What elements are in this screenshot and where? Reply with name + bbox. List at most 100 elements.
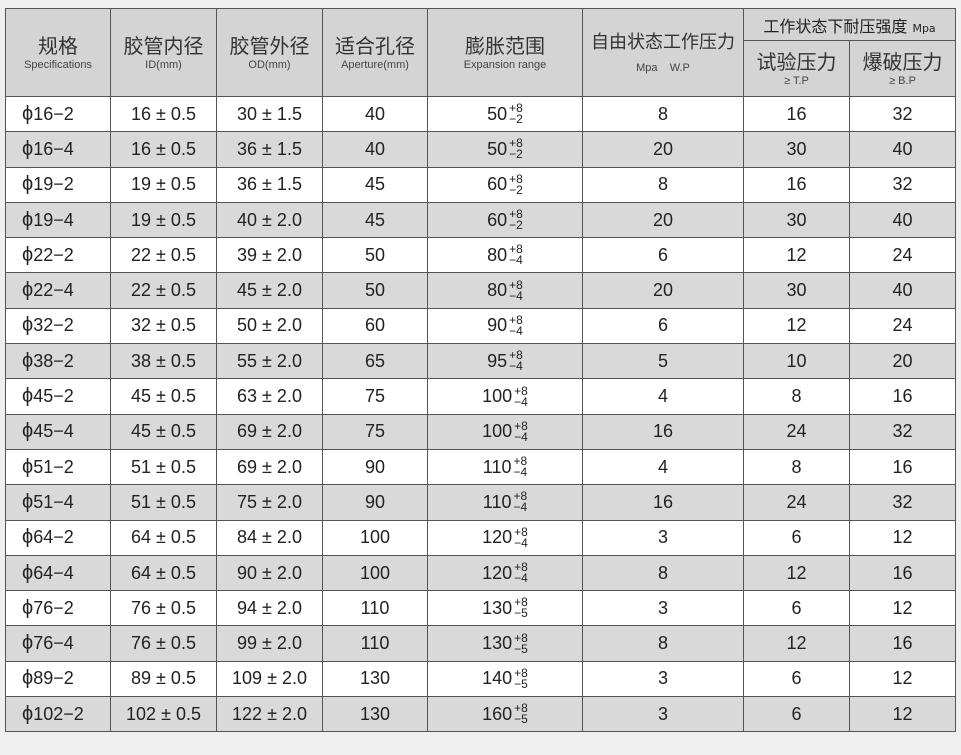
tolerance-lower: −2	[509, 147, 523, 162]
cell-spec: ϕ45−4	[5, 413, 111, 450]
table-row: ϕ45−4 45 ± 0.5 69 ± 2.0 75 100 +8 −4 16 24 32	[5, 413, 957, 450]
tolerance-lower: −4	[513, 500, 528, 515]
tolerance-upper: +8	[509, 101, 523, 116]
cell-spec: ϕ51−2	[5, 448, 111, 486]
cell-aperture: 130	[322, 696, 428, 733]
cell-expansion: 90 +8 −4	[427, 307, 583, 345]
cell-bp: 32	[848, 95, 957, 133]
cell-od: 69 ± 2.0	[216, 413, 323, 450]
cell-wp: 3	[582, 660, 744, 698]
tolerance-lower: −5	[514, 641, 528, 656]
table-row: ϕ19−2 19 ± 0.5 36 ± 1.5 45 60 +8 −2 8 16 32	[5, 166, 957, 203]
cell-id: 64 ± 0.5	[110, 519, 217, 556]
cell-wp: 3	[582, 590, 744, 627]
tolerance-lower: −5	[514, 676, 528, 691]
cell-od: 109 ± 2.0	[216, 660, 323, 698]
cell-spec: ϕ51−4	[5, 484, 111, 521]
table-row: ϕ22−2 22 ± 0.5 39 ± 2.0 50 80 +8 −4 6 12 24	[5, 237, 957, 274]
cell-aperture: 75	[322, 413, 428, 450]
header-expansion: 膨胀范围 Expansion range	[427, 8, 583, 97]
cell-expansion: 50 +8 −2	[427, 131, 583, 168]
table-row: ϕ102−2 102 ± 0.5 122 ± 2.0 130 160 +8 −5 3 6 12	[5, 696, 957, 733]
cell-wp: 20	[582, 272, 744, 309]
header-tp: 试验压力 ≥ T.P	[743, 40, 850, 97]
phi-symbol: ϕ	[22, 314, 34, 337]
spec-value: 51−4	[33, 491, 74, 512]
header-aperture-en: Aperture(mm)	[341, 58, 409, 71]
cell-expansion: 80 +8 −4	[427, 237, 583, 274]
cell-id: 32 ± 0.5	[110, 307, 217, 345]
cell-aperture: 45	[322, 201, 428, 239]
tolerance-upper: +8	[509, 348, 523, 363]
spec-value: 38−2	[33, 350, 74, 371]
cell-id: 76 ± 0.5	[110, 625, 217, 662]
table-row: ϕ16−4 16 ± 0.5 36 ± 1.5 40 50 +8 −2 20 30 40	[5, 131, 957, 168]
cell-tp: 12	[743, 307, 850, 345]
phi-symbol: ϕ	[22, 561, 34, 584]
header-strength: 工作状态下耐压强度 Mpa	[742, 8, 957, 41]
cell-spec: ϕ102−2	[5, 696, 111, 733]
header-spec-cn: 规格	[38, 33, 78, 58]
cell-od: 55 ± 2.0	[216, 343, 323, 380]
cell-tp: 30	[743, 131, 850, 168]
cell-wp: 16	[582, 413, 744, 450]
tolerance-lower: −5	[514, 606, 528, 621]
cell-expansion: 130 +8 −5	[427, 590, 583, 627]
expansion-value: 80	[487, 244, 508, 265]
cell-id: 16 ± 0.5	[110, 131, 217, 168]
tolerance-upper: +8	[514, 418, 528, 433]
cell-aperture: 50	[322, 272, 428, 309]
table-row: ϕ76−4 76 ± 0.5 99 ± 2.0 110 130 +8 −5 8 12 16	[5, 625, 957, 662]
cell-id: 64 ± 0.5	[110, 554, 217, 592]
spec-value: 19−4	[33, 209, 74, 230]
header-id-en: ID(mm)	[145, 58, 182, 71]
phi-symbol: ϕ	[22, 385, 34, 408]
cell-wp: 3	[582, 696, 744, 733]
cell-wp: 20	[582, 131, 744, 168]
cell-tp: 6	[743, 660, 850, 698]
cell-tp: 10	[743, 343, 850, 380]
header-bp-cn: 爆破压力	[862, 49, 943, 74]
spec-value: 16−4	[33, 138, 74, 159]
tolerance-upper: +8	[514, 630, 528, 645]
tolerance-upper: +8	[514, 595, 528, 610]
cell-wp: 20	[582, 201, 744, 239]
spec-value: 51−2	[33, 456, 74, 477]
cell-spec: ϕ22−4	[5, 272, 111, 309]
cell-tp: 6	[743, 696, 850, 733]
cell-expansion: 110 +8 −4	[427, 448, 583, 486]
table-row: ϕ16−2 16 ± 0.5 30 ± 1.5 40 50 +8 −2 8 16 32	[5, 95, 957, 133]
tolerance-lower: −4	[509, 323, 523, 338]
expansion-value: 120	[482, 527, 513, 548]
phi-symbol: ϕ	[22, 667, 34, 690]
spec-value: 22−2	[33, 244, 74, 265]
cell-bp: 16	[848, 448, 957, 486]
cell-id: 76 ± 0.5	[110, 590, 217, 627]
cell-expansion: 140 +8 −5	[427, 660, 583, 698]
cell-aperture: 65	[322, 343, 428, 380]
table-row: ϕ64−2 64 ± 0.5 84 ± 2.0 100 120 +8 −4 3 6 12	[5, 519, 957, 556]
cell-od: 40 ± 2.0	[216, 201, 323, 239]
cell-aperture: 40	[322, 95, 428, 133]
table-row: ϕ38−2 38 ± 0.5 55 ± 2.0 65 95 +8 −4 5 10 20	[5, 343, 957, 380]
cell-expansion: 110 +8 −4	[427, 484, 583, 521]
cell-tp: 6	[743, 590, 850, 627]
cell-spec: ϕ76−4	[5, 625, 111, 662]
cell-id: 19 ± 0.5	[110, 166, 217, 203]
cell-bp: 40	[848, 131, 957, 168]
header-od-en: OD(mm)	[248, 58, 291, 71]
cell-spec: ϕ16−2	[5, 95, 111, 133]
cell-expansion: 60 +8 −2	[427, 201, 583, 239]
cell-bp: 24	[848, 237, 957, 274]
cell-wp: 3	[582, 519, 744, 556]
cell-aperture: 90	[322, 484, 428, 521]
table-row: ϕ19−4 19 ± 0.5 40 ± 2.0 45 60 +8 −2 20 30 40	[5, 201, 957, 239]
spec-value: 102−2	[33, 703, 84, 724]
phi-symbol: ϕ	[22, 208, 34, 231]
expansion-value: 90	[487, 315, 508, 336]
cell-od: 36 ± 1.5	[216, 131, 323, 168]
cell-od: 90 ± 2.0	[216, 554, 323, 592]
cell-id: 19 ± 0.5	[110, 201, 217, 239]
cell-spec: ϕ64−2	[5, 519, 111, 556]
cell-expansion: 50 +8 −2	[427, 95, 583, 133]
